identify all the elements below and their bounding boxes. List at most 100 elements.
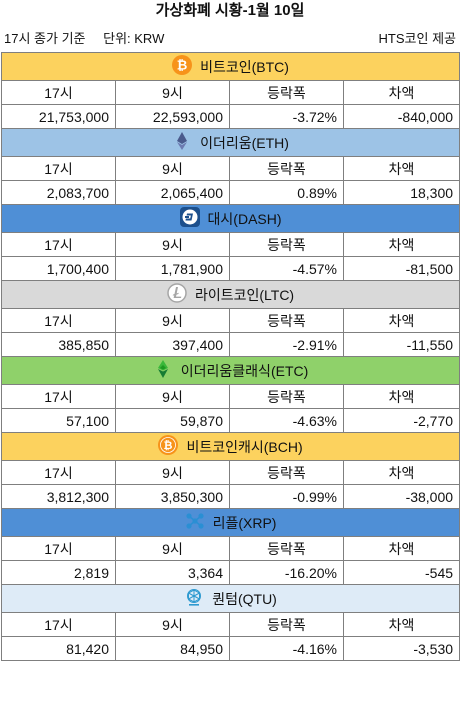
value-cell: 22,593,000 — [115, 104, 230, 129]
value-cell: 0.89% — [229, 180, 344, 205]
ripple-icon — [185, 511, 205, 534]
market-table-body: ₿ 비트코인(BTC) 17시 9시 등락폭 차액 21,753,000 22,593,000… — [0, 52, 460, 661]
coin-title: 라이트코인(LTC) — [167, 283, 294, 306]
column-header: 17시 — [1, 232, 116, 257]
column-header: 차액 — [342, 536, 460, 561]
basis-label: 17시 종가 기준 — [4, 31, 86, 46]
coin-section-header: ₿ 비트코인(BTC) — [0, 52, 460, 81]
column-header: 17시 — [1, 308, 116, 333]
value-row: 81,420 84,950 -4.16% -3,530 — [1, 636, 460, 661]
coin-title: 퀀텀(QTU) — [184, 587, 277, 610]
coin-name: 리플(XRP) — [212, 514, 277, 531]
column-header: 등락폭 — [229, 536, 344, 561]
value-cell: 84,950 — [115, 636, 230, 661]
value-cell: 2,083,700 — [1, 180, 116, 205]
value-cell: -11,550 — [342, 332, 460, 357]
value-cell: 397,400 — [115, 332, 230, 357]
value-cell: 21,753,000 — [1, 104, 116, 129]
value-cell: 2,065,400 — [115, 180, 230, 205]
column-header-row: 17시 9시 등락폭 차액 — [1, 612, 460, 637]
value-row: 3,812,300 3,850,300 -0.99% -38,000 — [1, 484, 460, 509]
column-header-row: 17시 9시 등락폭 차액 — [1, 156, 460, 181]
column-header: 17시 — [1, 460, 116, 485]
value-row: 2,819 3,364 -16.20% -545 — [1, 560, 460, 585]
coin-title-cell: 리플(XRP) — [0, 508, 460, 537]
coin-title-cell: 퀀텀(QTU) — [0, 584, 460, 613]
column-header: 17시 — [1, 612, 116, 637]
column-header: 17시 — [1, 536, 116, 561]
value-cell: 81,420 — [1, 636, 116, 661]
unit-label: 단위: KRW — [103, 31, 165, 46]
column-header-row: 17시 9시 등락폭 차액 — [1, 536, 460, 561]
value-cell: -81,500 — [342, 256, 460, 281]
ethereum-icon — [172, 131, 192, 154]
column-header: 9시 — [115, 384, 230, 409]
coin-title: 대시(DASH) — [179, 207, 282, 230]
value-cell: 1,781,900 — [115, 256, 230, 281]
column-header: 등락폭 — [229, 460, 344, 485]
coin-name: 퀀텀(QTU) — [212, 590, 277, 607]
column-header-row: 17시 9시 등락폭 차액 — [1, 460, 460, 485]
value-row: 21,753,000 22,593,000 -3.72% -840,000 — [1, 104, 460, 129]
subheader: 17시 종가 기준 단위: KRW HTS코인 제공 — [0, 26, 460, 52]
column-header: 차액 — [342, 308, 460, 333]
value-cell: -4.57% — [229, 256, 344, 281]
coin-name: 이더리움클래식(ETC) — [180, 362, 309, 379]
value-cell: -2,770 — [342, 408, 460, 433]
column-header: 9시 — [115, 612, 230, 637]
column-header: 차액 — [342, 232, 460, 257]
column-header: 등락폭 — [229, 232, 344, 257]
column-header: 등락폭 — [229, 612, 344, 637]
coin-title: ₿ 비트코인캐시(BCH) — [158, 435, 303, 458]
coin-title: ₿ 비트코인(BTC) — [172, 55, 289, 78]
column-header: 등락폭 — [229, 384, 344, 409]
coin-name: 비트코인캐시(BCH) — [186, 438, 303, 455]
value-cell: 3,364 — [115, 560, 230, 585]
bitcoin-cash-icon: ₿ — [158, 435, 179, 458]
column-header: 등락폭 — [229, 156, 344, 181]
qtum-icon — [184, 587, 204, 610]
dash-icon — [179, 207, 200, 230]
coin-title-cell: 라이트코인(LTC) — [0, 280, 460, 309]
svg-text:₿: ₿ — [164, 439, 173, 452]
coin-name: 비트코인(BTC) — [200, 58, 289, 75]
ethereum-classic-icon — [153, 359, 173, 382]
market-table: ₿ 비트코인(BTC) 17시 9시 등락폭 차액 21,753,000 22,593,000… — [0, 52, 460, 661]
value-cell: -3.72% — [229, 104, 344, 129]
coin-section-header: 라이트코인(LTC) — [0, 280, 460, 309]
value-cell: 1,700,400 — [1, 256, 116, 281]
value-cell: 3,812,300 — [1, 484, 116, 509]
litecoin-icon — [167, 283, 187, 306]
column-header: 차액 — [342, 612, 460, 637]
column-header: 차액 — [342, 156, 460, 181]
value-row: 385,850 397,400 -2.91% -11,550 — [1, 332, 460, 357]
provider-label: HTS코인 제공 — [378, 31, 456, 46]
coin-section-header: 대시(DASH) — [0, 204, 460, 233]
coin-section-header: 퀀텀(QTU) — [0, 584, 460, 613]
value-row: 1,700,400 1,781,900 -4.57% -81,500 — [1, 256, 460, 281]
coin-section-header: 이더리움(ETH) — [0, 128, 460, 157]
column-header: 등락폭 — [229, 308, 344, 333]
column-header: 9시 — [115, 232, 230, 257]
subheader-left: 17시 종가 기준 단위: KRW — [4, 26, 178, 52]
value-cell: -38,000 — [342, 484, 460, 509]
column-header: 17시 — [1, 156, 116, 181]
value-cell: -4.16% — [229, 636, 344, 661]
value-cell: -2.91% — [229, 332, 344, 357]
column-header-row: 17시 9시 등락폭 차액 — [1, 80, 460, 105]
column-header: 9시 — [115, 80, 230, 105]
bitcoin-icon: ₿ — [172, 55, 193, 78]
column-header: 17시 — [1, 384, 116, 409]
column-header-row: 17시 9시 등락폭 차액 — [1, 308, 460, 333]
coin-title-cell: 대시(DASH) — [0, 204, 460, 233]
coin-title-cell: ₿ 비트코인(BTC) — [0, 52, 460, 81]
coin-title: 이더리움클래식(ETC) — [153, 359, 308, 382]
value-cell: 59,870 — [115, 408, 230, 433]
coin-title-cell: 이더리움클래식(ETC) — [0, 356, 460, 385]
column-header: 9시 — [115, 460, 230, 485]
value-cell: 385,850 — [1, 332, 116, 357]
value-cell: 2,819 — [1, 560, 116, 585]
coin-section-header: 리플(XRP) — [0, 508, 460, 537]
coin-name: 대시(DASH) — [207, 210, 282, 227]
value-cell: 18,300 — [342, 180, 460, 205]
